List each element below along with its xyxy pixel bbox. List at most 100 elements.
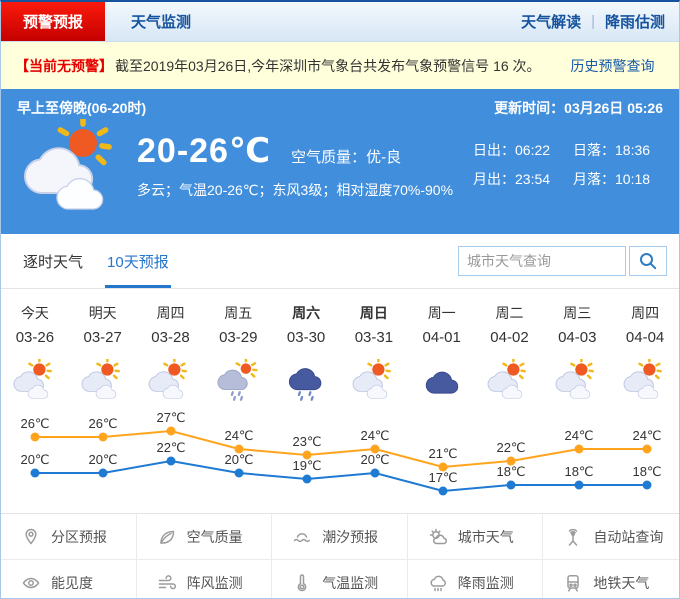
menu-item-能见度[interactable]: 能见度	[1, 560, 137, 598]
chart-point	[166, 426, 176, 436]
moonrise-label: 月出：23:54	[473, 171, 551, 187]
day-name-label: 周二	[495, 305, 524, 321]
forecast-day-column[interactable]: 周四 04-04	[611, 299, 679, 407]
menu-item-空气质量[interactable]: 空气质量	[136, 514, 273, 560]
day-name-label: 周四	[156, 305, 185, 321]
day-name-label: 周六	[292, 305, 321, 321]
sunrise-label: 日出：06:22	[473, 142, 551, 158]
menu-item-阵风监测[interactable]: 阵风监测	[136, 560, 273, 598]
chart-point	[98, 468, 108, 478]
menu-item-潮汐预报[interactable]: 潮汐预报	[272, 514, 408, 560]
temperature-chart: 26℃ 26℃ 27℃ 24℃ 23℃ 24℃ 21℃ 22℃ 24℃ 24℃ 20℃ 20℃ 22℃ 2…	[1, 407, 679, 513]
rain-monitor-icon	[430, 575, 446, 592]
chart-point	[30, 468, 40, 478]
tab-hourly-weather[interactable]: 逐时天气	[23, 253, 84, 271]
alert-summary-text: 截至2019年03月26日,今年深圳市气象台共发布气象预警信号 16 次。	[115, 57, 541, 74]
moonset-label: 月落：10:18	[573, 171, 651, 187]
partly-cloudy-icon	[17, 119, 129, 214]
menu-item-label: 地铁天气	[593, 575, 650, 591]
chart-point	[30, 432, 40, 442]
station-icon	[569, 528, 578, 546]
thermometer-icon	[297, 574, 307, 592]
day-date-label: 03-29	[219, 329, 258, 346]
day-name-label: 今天	[20, 305, 49, 321]
sun-moon-times: 日出：06:22 日落：18:36 月出：23:54 月落：10:18	[473, 140, 663, 198]
day-name-label: 周五	[224, 305, 253, 321]
menu-item-自动站查询[interactable]: 自动站查询	[543, 514, 679, 560]
menu-item-地铁天气[interactable]: 地铁天气	[543, 560, 679, 598]
search-button[interactable]	[629, 246, 667, 276]
city-search-input[interactable]	[458, 246, 626, 276]
temp-label: 24℃	[632, 428, 661, 443]
link-weather-interpretation[interactable]: 天气解读	[521, 14, 582, 31]
temp-label: 18℃	[564, 464, 593, 479]
chart-point	[98, 432, 108, 442]
forecast-day-column[interactable]: 周六 03-30	[272, 299, 340, 407]
temp-label: 20℃	[20, 452, 49, 467]
menu-item-城市天气[interactable]: 城市天气	[407, 514, 544, 560]
chart-point	[574, 444, 584, 454]
day-name-label: 明天	[88, 305, 117, 321]
top-navigation: 预警预报 天气监测 天气解读 | 降雨估测	[1, 2, 679, 42]
temp-label: 23℃	[292, 434, 321, 449]
search-icon	[640, 253, 657, 270]
tab-ten-day-forecast[interactable]: 10天预报	[105, 234, 171, 288]
menu-item-label: 分区预报	[51, 528, 107, 545]
partly-cloudy-icon	[137, 353, 205, 407]
chart-point	[438, 486, 448, 496]
chart-point	[506, 456, 516, 466]
menu-item-分区预报[interactable]: 分区预报	[1, 514, 137, 560]
forecast-day-column[interactable]: 周五 03-29	[204, 299, 272, 407]
partly-cloudy-icon	[611, 353, 679, 407]
menu-item-降雨监测[interactable]: 降雨监测	[407, 560, 544, 598]
temperature-range: 20-26℃	[137, 131, 272, 170]
temp-label: 20℃	[360, 452, 389, 467]
menu-item-label: 城市天气	[457, 528, 514, 545]
wind-icon	[158, 575, 176, 590]
chart-point	[234, 468, 244, 478]
city-search	[458, 246, 667, 276]
day-date-label: 04-02	[490, 329, 529, 346]
cloudy-icon	[408, 353, 476, 407]
update-time-label: 更新时间：03月26日 05:26	[494, 100, 663, 116]
sunset-label: 日落：18:36	[573, 142, 651, 158]
alert-bar: 【当前无预警】 截至2019年03月26日,今年深圳市气象台共发布气象预警信号 …	[1, 42, 679, 89]
partly-cloudy-icon	[340, 353, 408, 407]
top-links: 天气解读 | 降雨估测	[521, 11, 679, 32]
temp-label: 27℃	[156, 410, 185, 425]
temp-label: 18℃	[496, 464, 525, 479]
partly-cloudy-icon	[476, 353, 544, 407]
rain-icon	[272, 353, 340, 407]
menu-item-label: 自动站查询	[593, 528, 664, 545]
chart-point	[370, 444, 380, 454]
forecast-period-label: 早上至傍晚(06-20时)	[17, 100, 147, 116]
forecast-day-column[interactable]: 周四 03-28	[137, 299, 205, 407]
temp-label: 21℃	[428, 446, 457, 461]
alert-status-badge: 【当前无预警】	[15, 57, 113, 74]
forecast-day-column[interactable]: 周二 04-02	[476, 299, 544, 407]
chart-point	[438, 462, 448, 472]
day-date-label: 04-01	[422, 329, 461, 346]
tab-weather-monitoring[interactable]: 天气监测	[131, 14, 192, 31]
chart-point	[302, 474, 312, 484]
history-warning-link[interactable]: 历史预警查询	[570, 57, 655, 74]
chart-point	[506, 480, 516, 490]
feature-menu: 分区预报 空气质量 潮汐预报 城市天气 自动站查询 能见度 阵风监测 气温监测 …	[1, 513, 679, 598]
forecast-day-column[interactable]: 今天 03-26	[1, 299, 69, 407]
forecast-days-grid: 今天 03-26 明天 03-27 周四 03-28 周五 03-29 周六 0…	[1, 299, 679, 407]
menu-item-气温监测[interactable]: 气温监测	[272, 560, 408, 598]
chart-point	[574, 480, 584, 490]
link-separator: |	[591, 13, 595, 30]
forecast-day-column[interactable]: 周一 04-01	[408, 299, 476, 407]
temp-label: 26℃	[20, 416, 49, 431]
link-rain-estimate[interactable]: 降雨估测	[604, 14, 665, 31]
day-date-label: 03-28	[151, 329, 190, 346]
forecast-day-column[interactable]: 周三 04-03	[543, 299, 611, 407]
forecast-day-column[interactable]: 周日 03-31	[340, 299, 408, 407]
day-name-label: 周四	[631, 305, 660, 321]
forecast-day-column[interactable]: 明天 03-27	[69, 299, 137, 407]
tab-warning-forecast[interactable]: 预警预报	[1, 2, 105, 41]
chart-point	[166, 456, 176, 466]
temp-label: 24℃	[224, 428, 253, 443]
